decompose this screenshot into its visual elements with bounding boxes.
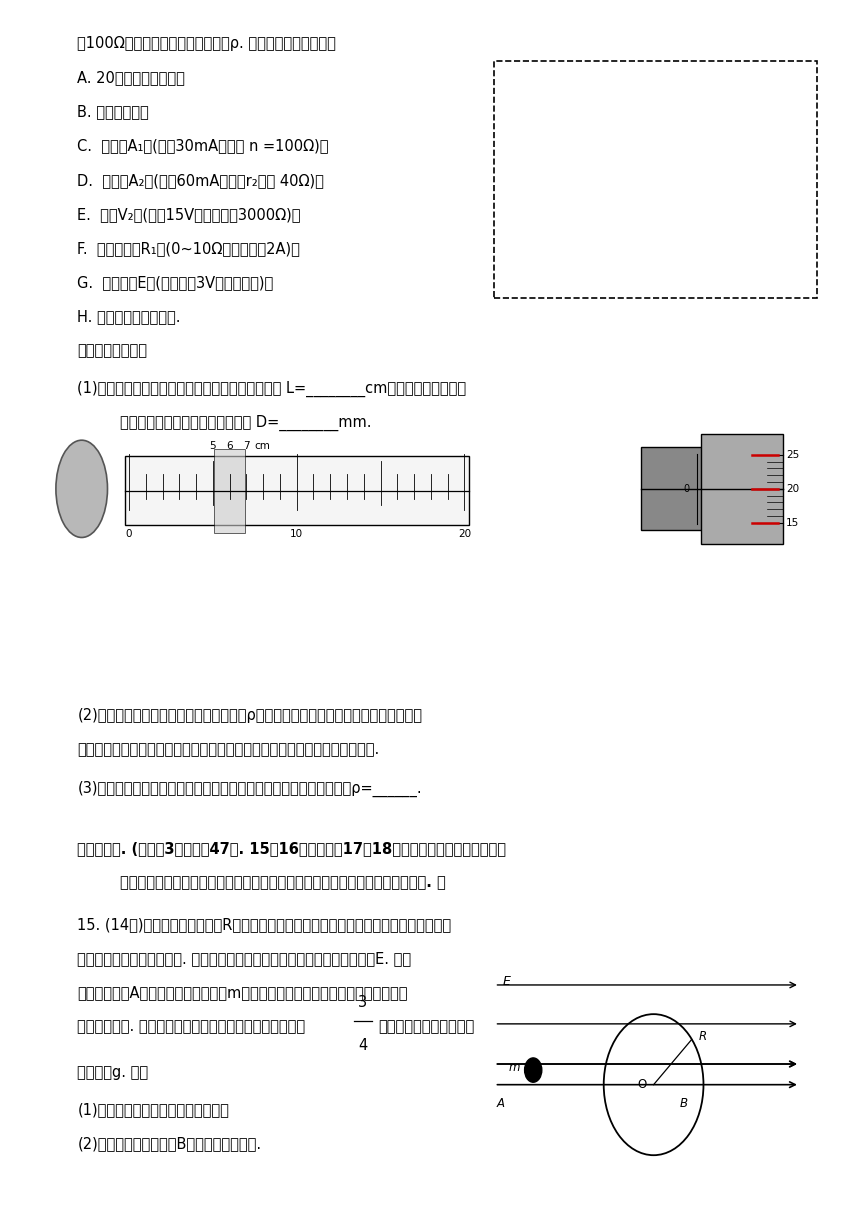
Text: 20: 20 <box>786 484 799 494</box>
Text: 4: 4 <box>359 1038 367 1053</box>
Text: 25: 25 <box>786 450 799 460</box>
Text: 5: 5 <box>210 441 216 451</box>
Text: 该样品的外直径如图所示，其示数 D=________mm.: 该样品的外直径如图所示，其示数 D=________mm. <box>120 415 372 430</box>
Text: 请回答下列问题：: 请回答下列问题： <box>77 343 147 358</box>
Text: 轨道相连，轨道都是光滑的. 轨道所在空间存在水平向右的匀强电场，场强为E. 现从: 轨道相连，轨道都是光滑的. 轨道所在空间存在水平向右的匀强电场，场强为E. 现从 <box>77 951 412 966</box>
Text: E: E <box>503 975 511 989</box>
Text: B: B <box>679 1097 687 1110</box>
Text: (1)小球在圆轨道中运动的最小速度；: (1)小球在圆轨道中运动的最小速度； <box>77 1102 230 1116</box>
Text: C.  电流表A₁：(量程30mA，内阻 n =100Ω)；: C. 电流表A₁：(量程30mA，内阻 n =100Ω)； <box>77 139 329 153</box>
Text: 解答应写出必要的文字说明、方程式和重要演算步骤，只写出最后答案的不得分. ）: 解答应写出必要的文字说明、方程式和重要演算步骤，只写出最后答案的不得分. ） <box>120 876 446 890</box>
Text: 水平轨道上的A点由静止释放一质量为m的带正电的小球，小球刚好能在竖直圆轨道: 水平轨道上的A点由静止释放一质量为m的带正电的小球，小球刚好能在竖直圆轨道 <box>77 985 408 1000</box>
Text: (2)小球在圆轨道最低点B对轨道的弹力大小.: (2)小球在圆轨道最低点B对轨道的弹力大小. <box>77 1136 261 1150</box>
Text: D.  电流表A₂：(量程60mA，内阻r₂约为 40Ω)；: D. 电流表A₂：(量程60mA，内阻r₂约为 40Ω)； <box>77 173 324 187</box>
Text: (2)用上述器材设计一个测量该样品电阻率ρ的实验电路图，要求多测几组数据，且尽可: (2)用上述器材设计一个测量该样品电阻率ρ的实验电路图，要求多测几组数据，且尽可 <box>77 708 422 722</box>
Bar <box>701 434 783 544</box>
Text: O: O <box>637 1079 647 1091</box>
Bar <box>641 447 727 530</box>
Text: (3)用已知的物理量和所测得的物理量的符号表示这种材料的电阻率为ρ=______.: (3)用已知的物理量和所测得的物理量的符号表示这种材料的电阻率为ρ=______… <box>77 781 422 796</box>
Text: 内做圆周运动. 已知小球受到的电场力大小等于小球重力的: 内做圆周运动. 已知小球受到的电场力大小等于小球重力的 <box>77 1019 305 1034</box>
Text: F.  滑动变阻器R₁：(0~10Ω，额定电流2A)；: F. 滑动变阻器R₁：(0~10Ω，额定电流2A)； <box>77 241 300 255</box>
Text: 3: 3 <box>359 996 367 1010</box>
Text: G.  直流电源E：(电动势为3V，内阻很小)；: G. 直流电源E：(电动势为3V，内阻很小)； <box>77 275 273 289</box>
Text: 加速度为g. 求：: 加速度为g. 求： <box>77 1065 149 1080</box>
Bar <box>125 456 469 525</box>
Text: (1)用游标卡尺测得该样品的长度如图所示，其示数 L=________cm，用螺旋测微器测得: (1)用游标卡尺测得该样品的长度如图所示，其示数 L=________cm，用螺… <box>77 381 466 396</box>
Text: 0: 0 <box>684 484 690 494</box>
Circle shape <box>525 1058 542 1082</box>
Circle shape <box>604 1014 703 1155</box>
Text: 15. (14分)如图所示，一半径为R的绵缘圆形轨道竖直固定放置，圆轨道最低点与一条水平: 15. (14分)如图所示，一半径为R的绵缘圆形轨道竖直固定放置，圆轨道最低点与… <box>77 917 452 931</box>
Text: E.  电压V₂：(量程15V，内阻约为3000Ω)；: E. 电压V₂：(量程15V，内阻约为3000Ω)； <box>77 207 301 221</box>
Text: H. 开关一只，导线若干.: H. 开关一只，导线若干. <box>77 309 181 323</box>
Text: m: m <box>509 1062 520 1074</box>
Bar <box>494 61 817 298</box>
Text: 为100Ω，欲测量这种材料的电阻率ρ. 现提供以下实验器材：: 为100Ω，欲测量这种材料的电阻率ρ. 现提供以下实验器材： <box>77 36 336 51</box>
Text: B. 螺旋测微器；: B. 螺旋测微器； <box>77 105 149 119</box>
Ellipse shape <box>56 440 108 537</box>
Text: cm: cm <box>255 441 271 451</box>
Text: 倍，不计空气阻力，重力: 倍，不计空气阻力，重力 <box>378 1019 475 1034</box>
Bar <box>214 449 245 533</box>
Text: A. 20分度的游标卡尺；: A. 20分度的游标卡尺； <box>77 71 185 85</box>
Text: 0: 0 <box>126 529 132 539</box>
Text: 10: 10 <box>290 529 304 539</box>
Text: 20: 20 <box>458 529 471 539</box>
Text: 能准确，请在所给的方框中画出设计的实验电路图，并标明所选择器材的符号.: 能准确，请在所给的方框中画出设计的实验电路图，并标明所选择器材的符号. <box>77 742 379 756</box>
Text: 6: 6 <box>226 441 233 451</box>
Text: 7: 7 <box>243 441 249 451</box>
Text: 15: 15 <box>786 518 799 528</box>
Text: A: A <box>496 1097 504 1110</box>
Text: R: R <box>698 1030 707 1043</box>
Text: 三、计算题. (本题关3小题，內47分. 15、16为必做题，17、18两个选考题中任选一题作答，: 三、计算题. (本题关3小题，內47分. 15、16为必做题，17、18两个选考… <box>77 841 507 856</box>
